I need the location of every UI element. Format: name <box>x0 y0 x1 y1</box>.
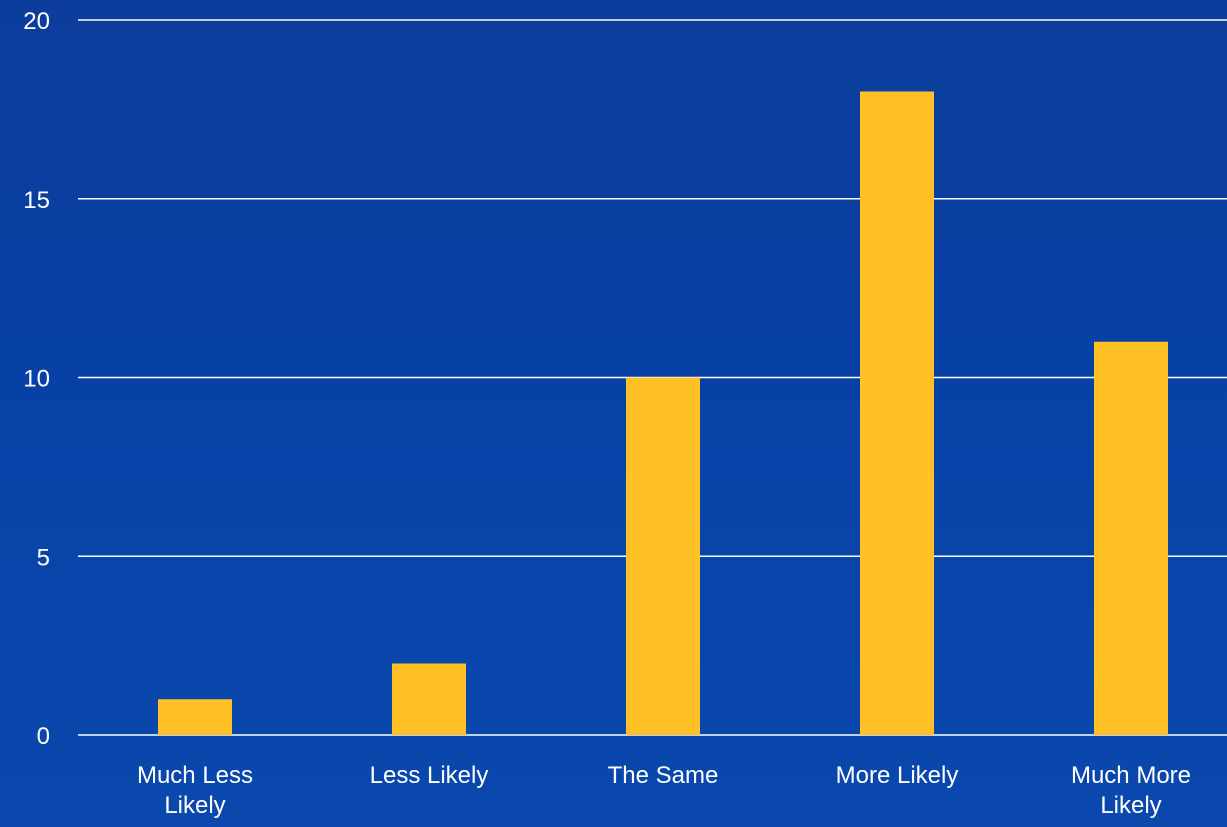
y-tick-label: 15 <box>23 187 50 214</box>
bar-0 <box>158 699 232 735</box>
x-category-label: Much Less <box>137 762 253 789</box>
bar-4 <box>1094 341 1168 735</box>
x-category-label: Likely <box>164 792 225 819</box>
bar-3 <box>860 91 934 735</box>
x-category-label: Much More <box>1071 762 1191 789</box>
bar-1 <box>392 663 466 735</box>
x-category-label: The Same <box>608 762 719 789</box>
x-category-label: More Likely <box>836 762 959 789</box>
y-tick-label: 10 <box>23 366 50 393</box>
y-tick-label: 5 <box>37 544 50 571</box>
bar-2 <box>626 377 700 735</box>
y-tick-label: 0 <box>37 723 50 750</box>
x-category-label: Less Likely <box>370 762 489 789</box>
x-category-label: Likely <box>1100 792 1161 819</box>
y-tick-label: 20 <box>23 8 50 35</box>
